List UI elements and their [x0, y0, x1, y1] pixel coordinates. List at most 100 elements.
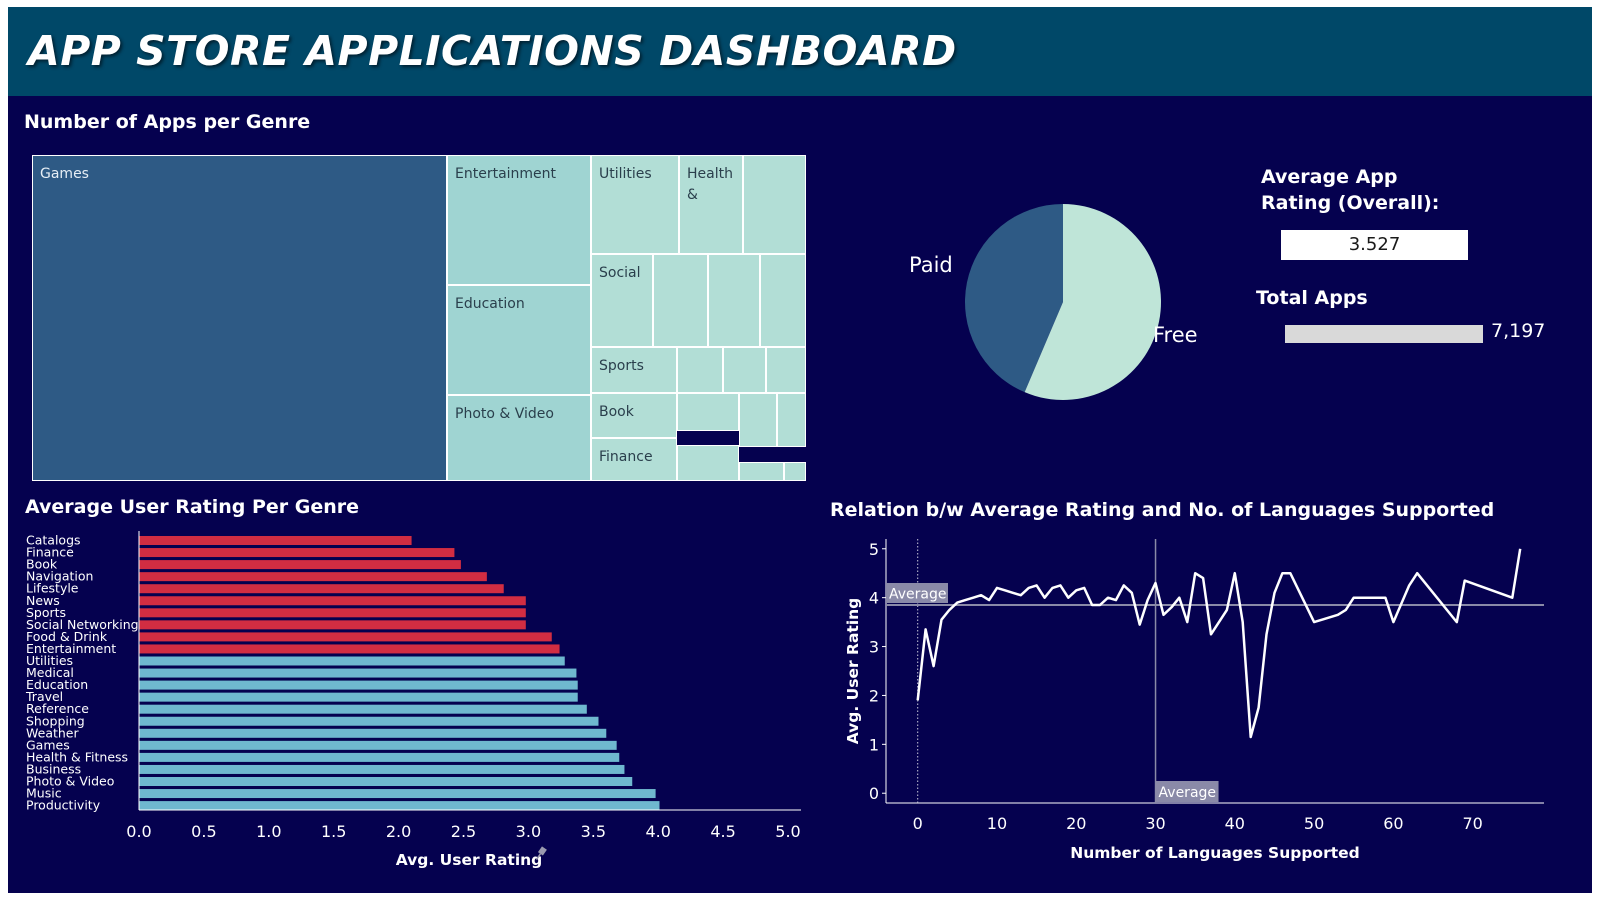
bar[interactable]	[139, 704, 587, 714]
treemap-cell[interactable]: Entertainment	[447, 155, 591, 285]
treemap-cell[interactable]: Finance	[591, 438, 677, 481]
treemap-cell[interactable]: Games	[32, 155, 447, 481]
bar-chart-title: Average User Rating Per Genre	[25, 496, 360, 518]
bar[interactable]	[139, 620, 526, 630]
bar-category-label: Weather	[26, 725, 79, 740]
bar[interactable]	[139, 789, 656, 799]
line-x-tick-label: 40	[1225, 814, 1245, 833]
line-x-axis-label: Number of Languages Supported	[1070, 844, 1359, 862]
bar[interactable]	[139, 572, 487, 582]
paid-free-pie-chart	[965, 204, 1161, 400]
bar-x-tick-label: 1.5	[321, 822, 346, 841]
line-x-tick-label: 60	[1383, 814, 1403, 833]
pin-icon[interactable]	[534, 846, 547, 861]
treemap-cell[interactable]: Utilities	[591, 155, 679, 254]
treemap-cell[interactable]	[677, 393, 739, 431]
genre-treemap: Games Entertainment Education Photo & Video…	[24, 151, 814, 482]
bar-category-label: Food & Drink	[26, 629, 108, 644]
treemap-cell[interactable]	[677, 445, 739, 481]
treemap-cell[interactable]	[653, 254, 708, 347]
bar[interactable]	[139, 692, 578, 702]
rating-series-line[interactable]	[916, 548, 1522, 739]
bar-category-label: Health & Fitness	[26, 749, 128, 764]
pie-slice-paid[interactable]	[965, 204, 1063, 393]
bar[interactable]	[139, 548, 455, 558]
dashboard-header: APP STORE APPLICATIONS DASHBOARD	[8, 7, 1592, 96]
treemap-cell[interactable]	[723, 347, 766, 393]
treemap-cell[interactable]	[784, 462, 806, 481]
avg-y-label-box	[886, 583, 948, 603]
bar-x-tick-label: 0.0	[126, 822, 151, 841]
bar[interactable]	[139, 608, 526, 618]
treemap-cell[interactable]: Photo & Video	[447, 395, 591, 481]
pie-label-free: Free	[1153, 323, 1198, 347]
bar-category-label: Productivity	[26, 798, 101, 813]
line-y-tick-label: 0	[869, 784, 879, 803]
treemap-cell[interactable]	[766, 347, 806, 393]
bar-category-label: Photo & Video	[26, 774, 114, 789]
bar[interactable]	[139, 764, 625, 774]
line-y-tick-label: 1	[869, 735, 879, 754]
bar[interactable]	[139, 668, 577, 678]
bar-x-tick-label: 1.0	[256, 822, 281, 841]
bar-category-label: Lifestyle	[26, 581, 79, 596]
treemap-cell[interactable]: Health &	[679, 155, 743, 254]
bar[interactable]	[139, 728, 607, 738]
bar[interactable]	[139, 801, 660, 811]
treemap-cell[interactable]	[677, 347, 723, 393]
bar-category-label: Navigation	[26, 569, 93, 584]
bar-x-tick-label: 0.5	[191, 822, 216, 841]
bar[interactable]	[139, 716, 599, 726]
treemap-cell[interactable]: Book	[591, 393, 677, 438]
treemap-cell[interactable]: Sports	[591, 347, 677, 393]
avg-x-label-box	[1155, 781, 1219, 802]
treemap-cell[interactable]: Education	[447, 285, 591, 395]
bar-category-label: Shopping	[26, 713, 85, 728]
line-y-axis-label: Avg. User Rating	[844, 598, 862, 745]
bar-x-tick-label: 3.0	[516, 822, 541, 841]
treemap-cell[interactable]	[708, 254, 760, 347]
line-x-tick-label: 70	[1462, 814, 1482, 833]
bar-category-label: Travel	[25, 689, 63, 704]
bar-category-label: Finance	[26, 545, 74, 560]
bar[interactable]	[139, 777, 633, 786]
bar-category-label: Entertainment	[26, 641, 116, 656]
bar-category-label: Sports	[26, 605, 66, 620]
treemap-cell[interactable]	[777, 393, 806, 447]
bar-x-tick-label: 3.5	[581, 822, 606, 841]
bar[interactable]	[139, 536, 412, 545]
bar[interactable]	[139, 656, 565, 666]
pie-slice-free[interactable]	[1024, 204, 1161, 400]
avg-y-label: Average	[889, 587, 947, 603]
bar-category-label: Medical	[26, 665, 74, 680]
bar[interactable]	[139, 584, 504, 594]
bar[interactable]	[139, 632, 552, 642]
treemap-cell[interactable]	[739, 393, 777, 447]
line-x-tick-label: 0	[913, 814, 923, 833]
bar[interactable]	[139, 596, 526, 606]
bar-category-label: Book	[26, 557, 58, 572]
bar[interactable]	[139, 740, 617, 750]
bar-category-label: Social Networking	[26, 617, 139, 632]
bar[interactable]	[139, 680, 578, 690]
avg-rating-label-line1: Average App	[1261, 166, 1398, 188]
bar-x-axis-label: Avg. User Rating	[396, 851, 543, 869]
bar-category-label: Education	[26, 677, 88, 692]
bar-category-label: Catalogs	[26, 533, 81, 548]
bar-category-label: Reference	[26, 701, 89, 716]
treemap-cell[interactable]	[760, 254, 806, 347]
line-y-tick-label: 5	[869, 540, 879, 559]
treemap-cell[interactable]	[739, 462, 784, 481]
bar-category-label: Utilities	[26, 653, 73, 668]
dashboard-title: APP STORE APPLICATIONS DASHBOARD	[28, 27, 957, 75]
bar[interactable]	[139, 752, 620, 762]
bar[interactable]	[139, 644, 560, 654]
bar[interactable]	[139, 560, 461, 570]
line-x-tick-label: 30	[1145, 814, 1165, 833]
total-apps-label: Total Apps	[1256, 287, 1368, 309]
treemap-cell[interactable]: Social	[591, 254, 653, 347]
line-x-tick-label: 20	[1066, 814, 1086, 833]
treemap-cell[interactable]	[743, 155, 806, 254]
line-x-tick-label: 10	[987, 814, 1007, 833]
